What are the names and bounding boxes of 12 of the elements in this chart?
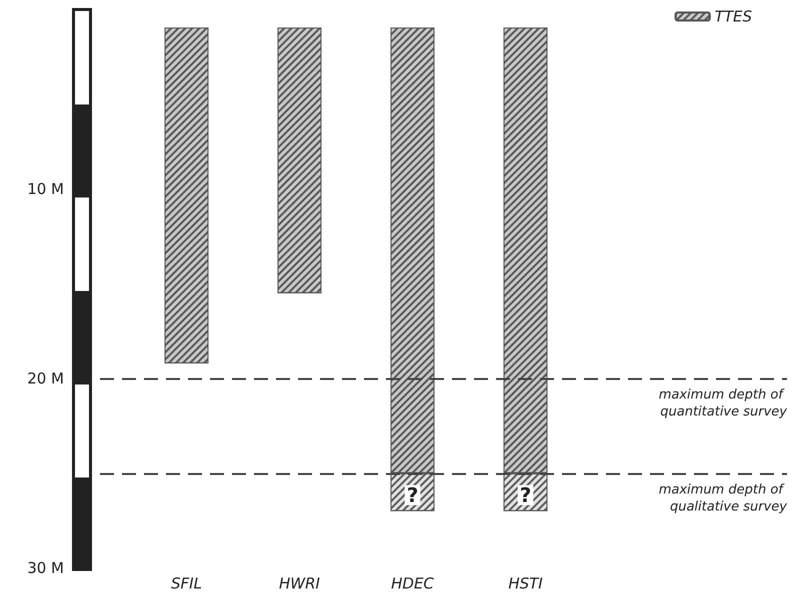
- ref-line-label: maximum depth of qualitative survey: [658, 482, 788, 514]
- legend-label: TTES: [714, 8, 752, 26]
- data-label: ?: [520, 483, 532, 508]
- y-tick-label: 30 M: [27, 559, 64, 577]
- y-tick-label: 20 M: [27, 370, 64, 388]
- x-tick-label: SFIL: [171, 574, 202, 592]
- x-tick-label: HDEC: [391, 574, 434, 592]
- ref-line-label: maximum depth of quantitative survey: [658, 388, 788, 420]
- x-tick-label: HWRI: [279, 574, 321, 592]
- x-tick-label: HSTI: [508, 574, 544, 592]
- y-tick-label: 10 M: [27, 180, 64, 198]
- data-label: ?: [406, 483, 418, 508]
